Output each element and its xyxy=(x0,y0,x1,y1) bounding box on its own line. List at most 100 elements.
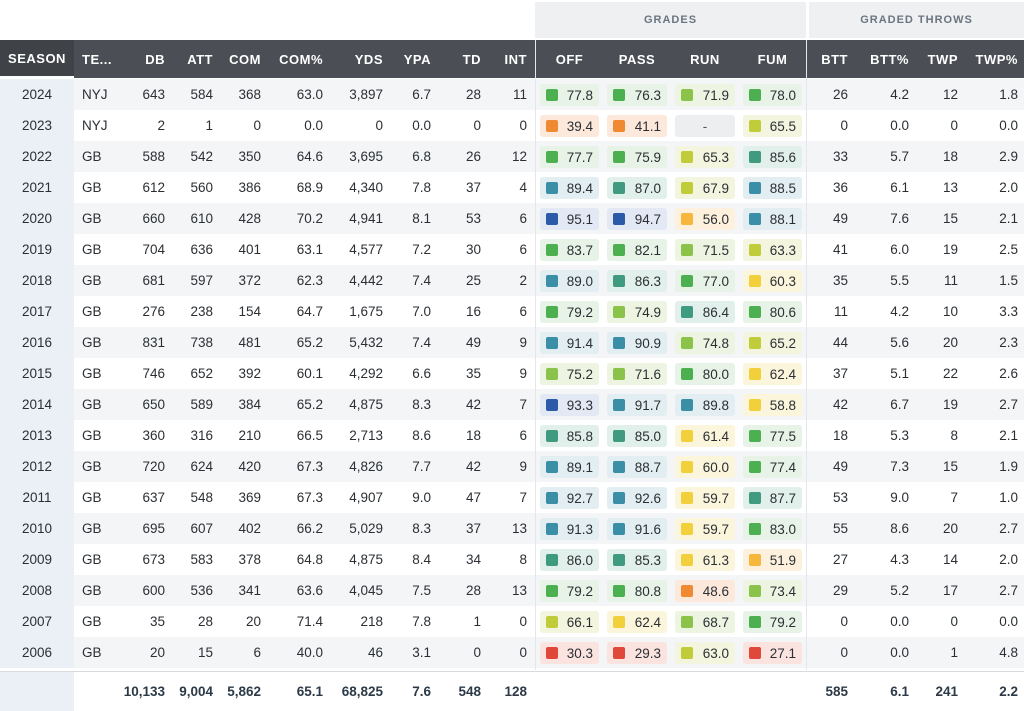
run-grade-value: 65.3 xyxy=(702,149,729,165)
total-yds: 68,825 xyxy=(341,684,383,699)
column-header-yds[interactable]: YDS xyxy=(354,51,383,67)
btt-pct-cell: 5.2 xyxy=(890,583,909,598)
td-cell: 37 xyxy=(465,180,481,195)
column-header-team[interactable]: TE... xyxy=(82,51,112,67)
pass-grade-value: 91.6 xyxy=(634,521,661,537)
off-grade-value: 89.0 xyxy=(566,273,593,289)
yds-cell: 4,045 xyxy=(349,583,383,598)
column-header-off[interactable]: OFF xyxy=(555,51,584,67)
pass-grade-value: 29.3 xyxy=(634,645,661,661)
run-grade-value: 89.8 xyxy=(702,397,729,413)
grade-color-swatch xyxy=(681,523,693,535)
com-pct-cell: 68.9 xyxy=(296,180,323,195)
ypa-cell: 7.8 xyxy=(412,614,431,629)
int-cell: 13 xyxy=(511,583,527,598)
twp-pct-cell: 0.0 xyxy=(999,118,1018,133)
pass-grade: 86.3 xyxy=(607,270,667,292)
grade-color-swatch xyxy=(749,647,761,659)
fum-grade: 77.5 xyxy=(743,425,802,447)
column-header-com-pct[interactable]: COM% xyxy=(279,51,323,67)
grade-color-swatch xyxy=(546,647,558,659)
column-header-run[interactable]: RUN xyxy=(690,51,720,67)
att-cell: 28 xyxy=(197,614,213,629)
btt-cell: 36 xyxy=(832,180,848,195)
grade-color-swatch xyxy=(613,182,625,194)
btt-cell: 0 xyxy=(840,118,848,133)
btt-cell: 35 xyxy=(832,273,848,288)
column-header-int[interactable]: INT xyxy=(504,51,527,67)
run-grade-value: 77.0 xyxy=(702,273,729,289)
column-header-td[interactable]: TD xyxy=(462,51,481,67)
column-header-att[interactable]: ATT xyxy=(187,51,213,67)
td-cell: 34 xyxy=(465,552,481,567)
run-grade: 89.8 xyxy=(675,394,735,416)
fum-grade-value: 62.4 xyxy=(769,366,796,382)
table-row: 2006 GB 20 15 6 40.0 46 3.1 0 0 30.3 29.3 63.0 27.1 0 0… xyxy=(0,637,1024,668)
com-cell: 368 xyxy=(238,87,261,102)
ypa-cell: 8.4 xyxy=(412,552,431,567)
team-cell: GB xyxy=(82,366,102,381)
off-grade-value: 92.7 xyxy=(566,490,593,506)
column-header-ypa[interactable]: YPA xyxy=(403,51,431,67)
grade-color-swatch xyxy=(749,89,761,101)
run-grade: 59.7 xyxy=(675,487,735,509)
group-header-row: GRADES GRADED THROWS xyxy=(0,0,1024,40)
off-grade: 89.1 xyxy=(540,456,599,478)
att-cell: 597 xyxy=(190,273,213,288)
column-header-twp-pct[interactable]: TWP% xyxy=(975,51,1018,67)
twp-cell: 8 xyxy=(950,428,958,443)
att-cell: 316 xyxy=(190,428,213,443)
grade-color-swatch xyxy=(546,461,558,473)
column-header-db[interactable]: DB xyxy=(145,51,165,67)
twp-pct-cell: 2.7 xyxy=(999,521,1018,536)
int-cell: 8 xyxy=(519,552,527,567)
season-cell: 2006 xyxy=(0,637,74,668)
column-header-pass[interactable]: PASS xyxy=(618,51,656,67)
season-cell: 2024 xyxy=(0,79,74,110)
com-cell: 402 xyxy=(238,521,261,536)
twp-cell: 10 xyxy=(942,304,958,319)
column-separator xyxy=(806,40,807,670)
fum-grade-value: 88.5 xyxy=(769,180,796,196)
season-cell: 2023 xyxy=(0,110,74,141)
column-header-twp[interactable]: TWP xyxy=(927,51,958,67)
att-cell: 1 xyxy=(205,118,213,133)
yds-cell: 4,340 xyxy=(349,180,383,195)
column-header-btt-pct[interactable]: BTT% xyxy=(870,51,909,67)
pass-grade: 88.7 xyxy=(607,456,667,478)
column-header-fum[interactable]: FUM xyxy=(757,51,788,67)
btt-cell: 29 xyxy=(832,583,848,598)
off-grade: 83.7 xyxy=(540,239,599,261)
db-cell: 643 xyxy=(142,87,165,102)
grade-color-swatch xyxy=(546,275,558,287)
twp-pct-cell: 2.7 xyxy=(999,397,1018,412)
db-cell: 720 xyxy=(142,459,165,474)
com-pct-cell: 64.7 xyxy=(296,304,323,319)
btt-cell: 0 xyxy=(840,614,848,629)
run-grade: 74.8 xyxy=(675,332,735,354)
com-pct-cell: 64.8 xyxy=(296,552,323,567)
com-cell: 6 xyxy=(253,645,261,660)
grade-color-swatch xyxy=(681,151,693,163)
fum-grade: 88.5 xyxy=(743,177,802,199)
pass-grade: 75.9 xyxy=(607,146,667,168)
grade-color-swatch xyxy=(546,368,558,380)
fum-grade: 65.2 xyxy=(743,332,802,354)
total-td: 548 xyxy=(458,684,481,699)
com-pct-cell: 40.0 xyxy=(296,645,323,660)
twp-cell: 15 xyxy=(942,459,958,474)
season-cell: 2019 xyxy=(0,234,74,265)
twp-cell: 17 xyxy=(942,583,958,598)
column-header-season[interactable]: SEASON xyxy=(0,40,74,78)
column-header-com[interactable]: COM xyxy=(229,51,261,67)
table-row: 2022 GB 588 542 350 64.6 3,695 6.8 26 12 77.7 75.9 6… xyxy=(0,141,1024,172)
pass-grade-value: 91.7 xyxy=(634,397,661,413)
table-body: 2024 NYJ 643 584 368 63.0 3,897 6.7 28 11 77.8 76.3… xyxy=(0,79,1024,668)
btt-pct-cell: 6.0 xyxy=(890,242,909,257)
btt-pct-cell: 7.3 xyxy=(890,459,909,474)
fum-grade: 87.7 xyxy=(743,487,802,509)
column-header-btt[interactable]: BTT xyxy=(821,51,848,67)
grade-color-swatch xyxy=(749,616,761,628)
grade-color-swatch xyxy=(681,337,693,349)
season-cell: 2017 xyxy=(0,296,74,327)
